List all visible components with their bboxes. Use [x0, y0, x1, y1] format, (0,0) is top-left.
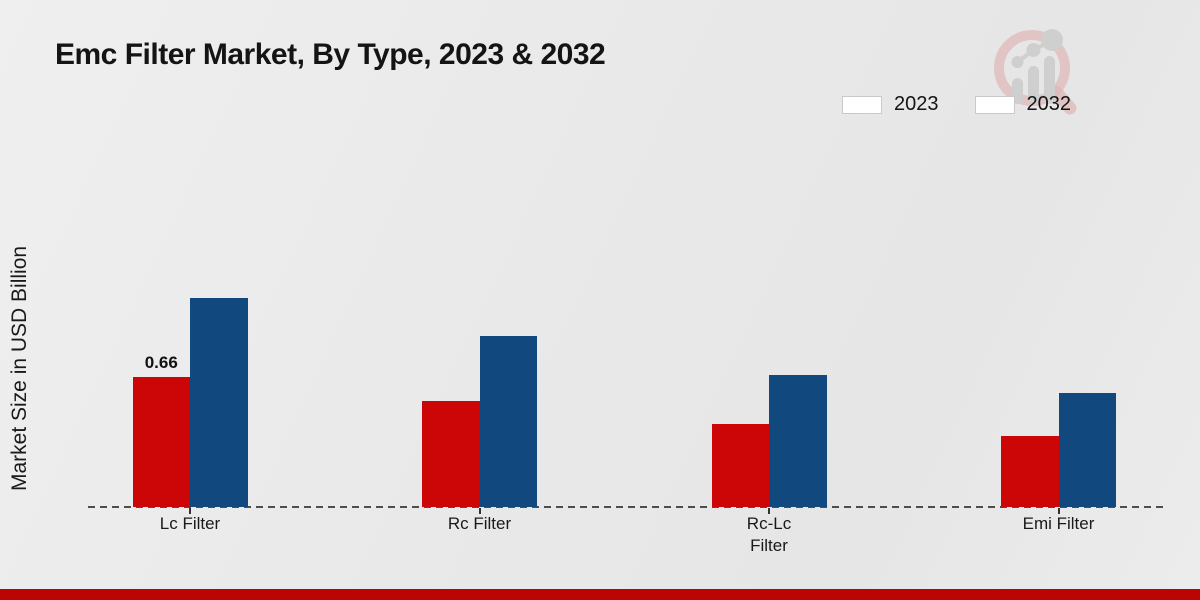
- legend-swatch-2023: [842, 95, 882, 114]
- x-axis-category-label: Emi Filter: [1022, 514, 1095, 533]
- bar-2032-lc-filter: [190, 298, 248, 507]
- x-axis-baseline: [88, 506, 1163, 508]
- legend-swatch-2032: [974, 95, 1015, 114]
- bar-2023-rc-filter: [422, 400, 480, 507]
- x-axis-tick: [768, 508, 770, 514]
- bar-2023-lc-filter: [132, 376, 190, 507]
- footer-accent-bar: [0, 589, 1200, 600]
- bar-2032-rc-lc-filter: [769, 375, 827, 507]
- x-axis-category-label: Rc-Lc Filter: [746, 514, 792, 556]
- bar-2032-rc-filter: [479, 335, 537, 507]
- x-axis-tick: [1057, 508, 1060, 514]
- chart-title: Emc Filter Market, By Type, 2023 & 2032: [55, 38, 606, 71]
- x-axis-tick: [478, 508, 481, 514]
- x-axis-category-label: Rc Filter: [447, 514, 512, 533]
- legend: 2023 2032: [842, 93, 1071, 116]
- legend-item-2032: 2032: [974, 93, 1072, 116]
- x-axis-category-label: Lc Filter: [159, 514, 221, 533]
- bar-2023-rc-lc-filter: [711, 424, 769, 507]
- legend-item-2023: 2023: [842, 93, 939, 116]
- bar-2023-emi-filter: [1001, 436, 1059, 507]
- bar-value-label: 0.66: [144, 352, 178, 372]
- legend-label-2032: 2032: [1026, 93, 1072, 115]
- legend-label-2023: 2023: [894, 93, 939, 115]
- magnifier-bar-chart-logo-icon: [994, 29, 1077, 115]
- x-axis-tick: [189, 508, 191, 514]
- bar-2032-emi-filter: [1058, 392, 1116, 507]
